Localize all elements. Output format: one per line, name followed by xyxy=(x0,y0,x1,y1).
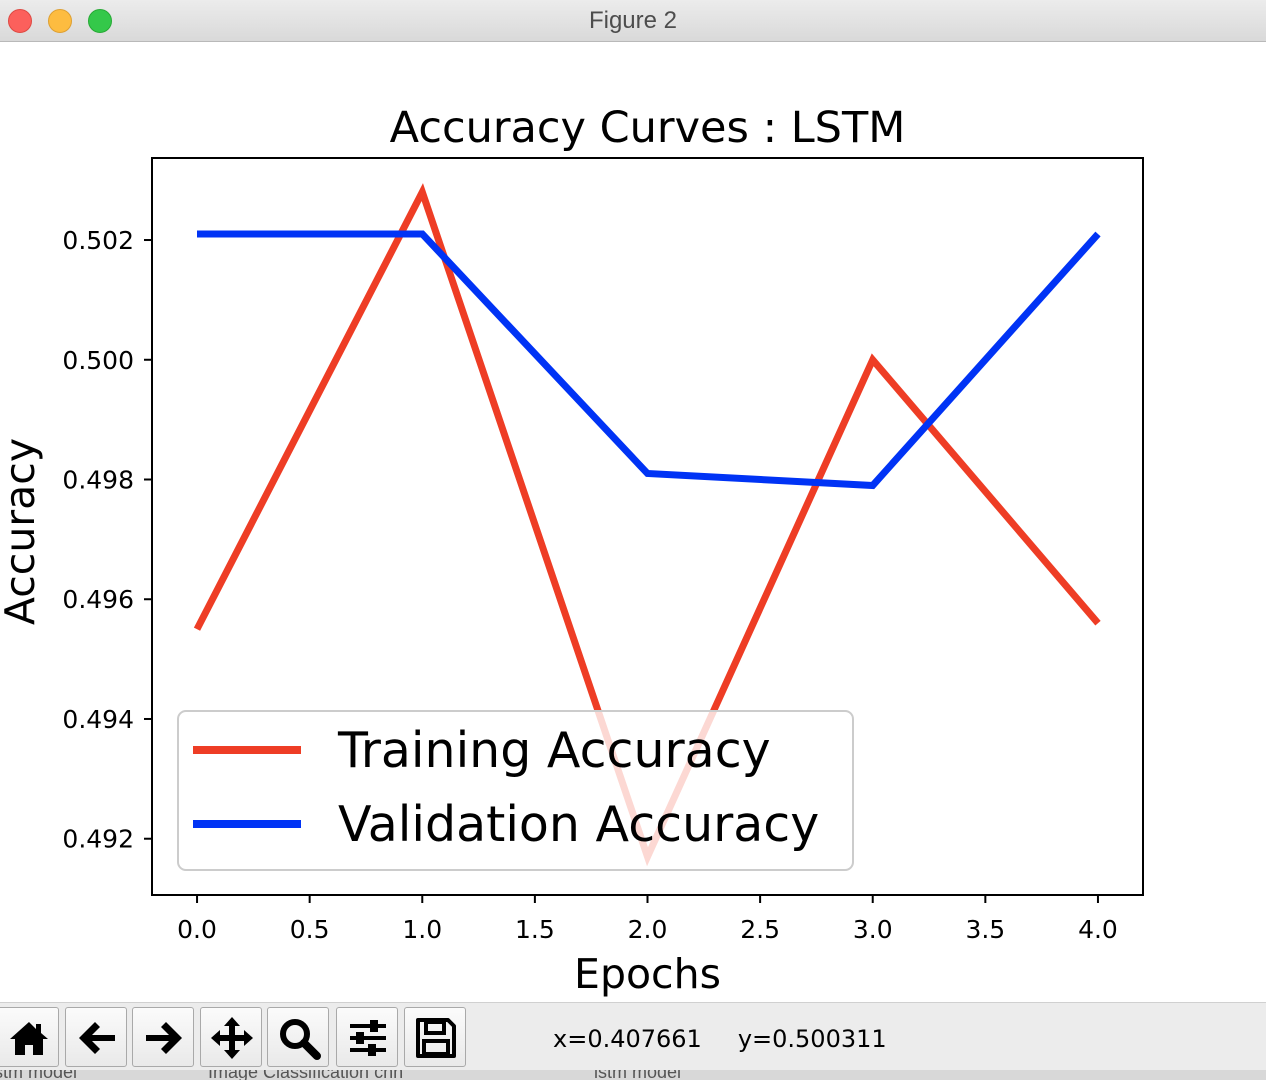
x-tick-label: 0.5 xyxy=(290,915,330,944)
legend-box xyxy=(177,710,854,871)
x-tick-label: 2.5 xyxy=(740,915,780,944)
chart: 0.0 0.5 1.0 1.5 2.0 2.5 3.0 3.5 4.0 0.492 0.494 0.4… xyxy=(0,103,1144,998)
legend-label: Validation Accuracy xyxy=(338,796,819,853)
pan-button[interactable] xyxy=(200,1007,262,1067)
x-axis-label: Epochs xyxy=(574,950,721,998)
y-tick-label: 0.502 xyxy=(62,226,134,255)
forward-button[interactable] xyxy=(132,1007,194,1067)
y-tick-label: 0.498 xyxy=(62,466,134,495)
y-axis-label: Accuracy xyxy=(0,438,44,625)
y-tick-label: 0.492 xyxy=(62,825,134,854)
y-tick-label: 0.494 xyxy=(62,705,134,734)
x-tick-label: 1.0 xyxy=(402,915,442,944)
legend: Training Accuracy Validation Accuracy xyxy=(177,710,854,871)
x-tick-label: 3.0 xyxy=(853,915,893,944)
chart-title: Accuracy Curves : LSTM xyxy=(390,103,906,153)
legend-label: Training Accuracy xyxy=(337,722,771,779)
minimize-window-button[interactable] xyxy=(48,9,72,33)
configure-subplots-icon xyxy=(350,1020,386,1056)
background-taskbar: lstm model Image Classification cnn lstm… xyxy=(0,1070,1266,1080)
coordinate-x-readout: x=0.407661 xyxy=(553,1025,702,1053)
navigation-toolbar: x=0.407661 y=0.500311 xyxy=(0,1002,1266,1070)
pan-move-icon xyxy=(211,1017,253,1059)
zoom-button[interactable] xyxy=(267,1007,329,1067)
taskbar-item[interactable]: lstm model xyxy=(594,1070,682,1080)
back-button[interactable] xyxy=(65,1007,127,1067)
figure-canvas[interactable]: 0.0 0.5 1.0 1.5 2.0 2.5 3.0 3.5 4.0 0.492 0.494 0.4… xyxy=(0,42,1266,1002)
zoom-magnifier-icon xyxy=(280,1019,321,1060)
taskbar-item[interactable]: Image Classification cnn xyxy=(208,1070,404,1080)
coordinate-y-readout: y=0.500311 xyxy=(737,1025,887,1053)
x-tick-label: 1.5 xyxy=(515,915,555,944)
configure-subplots-button[interactable] xyxy=(336,1007,398,1067)
y-tick-label: 0.500 xyxy=(62,346,134,375)
x-tick-label: 3.5 xyxy=(965,915,1005,944)
save-button[interactable] xyxy=(404,1007,466,1067)
save-floppy-icon xyxy=(416,1018,456,1058)
cursor-coordinates: x=0.407661 y=0.500311 xyxy=(553,1025,887,1053)
x-tick-label: 2.0 xyxy=(628,915,668,944)
y-tick-label: 0.496 xyxy=(62,585,134,614)
maximize-window-button[interactable] xyxy=(88,9,112,33)
x-tick-label: 4.0 xyxy=(1078,915,1118,944)
back-arrow-icon xyxy=(79,1022,115,1054)
home-button[interactable] xyxy=(0,1007,59,1067)
series-line-validation xyxy=(197,230,1101,490)
forward-arrow-icon xyxy=(146,1022,182,1054)
home-icon xyxy=(10,1022,48,1055)
window-title: Figure 2 xyxy=(588,7,678,34)
taskbar-item[interactable]: lstm model xyxy=(0,1070,78,1080)
window-titlebar: Figure 2 xyxy=(0,0,1266,42)
x-tick-label: 0.0 xyxy=(177,915,217,944)
close-window-button[interactable] xyxy=(8,9,32,33)
